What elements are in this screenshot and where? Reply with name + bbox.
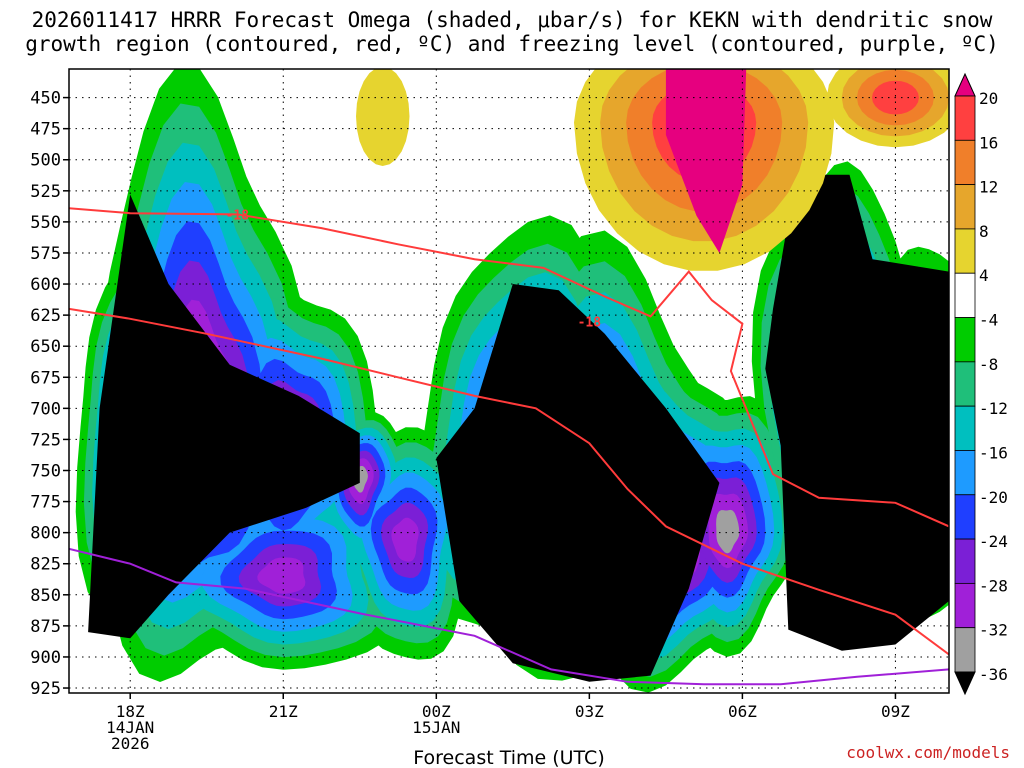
x-tick-label: 2026 (111, 734, 150, 753)
omega-cell (257, 557, 306, 594)
strong-ascent-core-right (765, 174, 949, 651)
colorbar-triangle-top (954, 72, 976, 97)
x-tick-label: 06Z (728, 702, 757, 721)
x-tick-label: 18Z (116, 702, 145, 721)
x-axis-label: Forecast Time (UTC) (413, 747, 604, 768)
subsidence-max (665, 69, 747, 253)
chart-title-line-2: growth region (contoured, red, ºC) and f… (25, 32, 999, 56)
y-tick-label: 700 (30, 399, 61, 419)
x-tick-label: 00Z (422, 702, 451, 721)
colorbar-label: 20 (979, 89, 998, 108)
colorbar-bin (954, 405, 976, 451)
y-tick-label: 775 (30, 493, 61, 513)
colorbar-bin (954, 538, 976, 584)
colorbar-bin (954, 494, 976, 540)
y-tick-label: 550 (30, 213, 61, 233)
colorbar-bin (954, 627, 976, 673)
y-tick-label: 500 (30, 151, 61, 171)
dgz-contour-2 (69, 307, 949, 656)
chart-title-line-1: 2026011417 HRRR Forecast Omega (shaded, … (31, 8, 993, 32)
colorbar-bin (954, 272, 976, 318)
colorbar-bin (954, 228, 976, 274)
colorbar-label: 16 (979, 133, 998, 152)
omega-positive-patch (356, 69, 410, 166)
y-tick-label: 725 (30, 430, 61, 450)
colorbar-triangle-bottom (954, 671, 976, 696)
colorbar-bin (954, 95, 976, 141)
y-tick-label: 675 (30, 368, 61, 388)
y-tick-label: 625 (30, 306, 61, 326)
terrain-surface (69, 693, 949, 699)
y-tick-label: 650 (30, 337, 61, 357)
colorbar-label: -20 (979, 488, 1008, 507)
y-tick-label: 900 (30, 648, 61, 668)
colorbar-label: 4 (979, 266, 989, 285)
y-tick-label: 875 (30, 617, 61, 637)
colorbar: 20 16 12 8 4 -4 -8 -12 -16 -20 -24 -28 -32 -36 (954, 72, 1008, 696)
x-tick-label: 14JAN (106, 718, 154, 737)
colorbar-bin (954, 361, 976, 407)
site-credit: coolwx.com/models (846, 743, 1010, 762)
colorbar-label: -32 (979, 621, 1008, 640)
colorbar-bin (954, 317, 976, 363)
strong-ascent-core-left (88, 194, 360, 639)
dgz-contour-1 (69, 207, 949, 528)
colorbar-bin (954, 582, 976, 629)
colorbar-label: 12 (979, 178, 998, 197)
y-tick-label: 925 (30, 679, 61, 699)
dgz-contour-label: -18 (226, 208, 250, 223)
x-tick-label: 03Z (575, 702, 604, 721)
colorbar-label: -24 (979, 532, 1008, 551)
y-tick-label: 750 (30, 461, 61, 481)
colorbar-label: -8 (979, 355, 998, 374)
y-tick-label: 575 (30, 244, 61, 264)
colorbar-label: -4 (979, 311, 998, 330)
colorbar-bin (954, 139, 976, 186)
x-tick-label: 15JAN (412, 718, 460, 737)
y-tick-label: 800 (30, 524, 61, 544)
plot-area: -18 -18 (68, 68, 950, 699)
colorbar-label: -12 (979, 399, 1008, 418)
x-tick-label: 09Z (881, 702, 910, 721)
x-tick-label: 21Z (269, 702, 298, 721)
plot-frame (68, 68, 950, 694)
omega-cell (391, 517, 419, 562)
colorbar-label: -36 (979, 665, 1008, 684)
y-tick-label: 475 (30, 120, 61, 140)
y-tick-label: 850 (30, 586, 61, 606)
strong-ascent-core-center (436, 284, 720, 682)
colorbar-bin (954, 184, 976, 230)
y-axis: 450 475 500 525 550 575 600 625 650 675 700 725 750 7… (30, 89, 69, 699)
y-tick-label: 825 (30, 555, 61, 575)
y-tick-label: 525 (30, 182, 61, 202)
y-tick-label: 600 (30, 275, 61, 295)
y-tick-label: 450 (30, 89, 61, 109)
omega-cell (716, 509, 740, 554)
colorbar-label: 8 (979, 222, 989, 241)
freezing-level-contour (69, 547, 949, 686)
colorbar-label: -28 (979, 576, 1008, 595)
colorbar-label: -16 (979, 443, 1008, 462)
colorbar-bin (954, 450, 976, 496)
dgz-contour-label: -18 (578, 315, 602, 330)
